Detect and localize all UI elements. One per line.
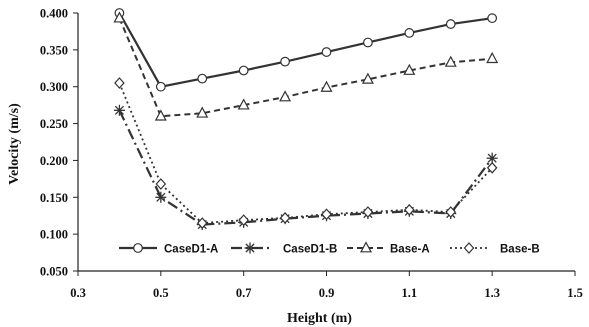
legend-entry-cased1-b: CaseD1-B <box>231 242 337 256</box>
data-point-base-a <box>444 55 457 67</box>
legend-marker <box>463 242 475 254</box>
x-tick-label: 0.3 <box>70 286 86 300</box>
y-tick-label: 0.050 <box>40 265 68 279</box>
data-point-base-a <box>279 90 292 102</box>
plot-area <box>113 8 499 231</box>
legend-entry-base-a: Base-A <box>347 241 430 256</box>
data-point-base-b <box>445 206 457 218</box>
data-point-cased1-a <box>197 73 208 84</box>
data-point-cased1-a <box>404 28 415 38</box>
series-line-base-a <box>118 17 493 118</box>
y-tick-label: 0.150 <box>40 191 68 205</box>
series-line-cased1-b <box>118 109 494 226</box>
data-point-cased1-a <box>445 19 456 29</box>
data-point-base-a <box>154 109 167 121</box>
legend: CaseD1-A CaseD1-B Base-A Base-B <box>119 241 540 256</box>
data-point-cased1-a <box>321 47 332 57</box>
data-point-cased1-a <box>280 56 290 67</box>
x-tick-label: 1.3 <box>484 286 500 300</box>
data-point-base-a <box>237 98 250 110</box>
data-point-base-a <box>403 63 416 75</box>
legend-label: Base-B <box>500 244 540 256</box>
data-point-cased1-a <box>363 37 373 48</box>
x-tick-label: 0.9 <box>319 286 335 300</box>
y-tick-label: 0.250 <box>40 117 68 131</box>
tick-labels: 0.3 0.5 0.7 0.9 1.1 1.3 1.5 0.050 0.100 0.150 0.20… <box>40 7 583 301</box>
data-point-base-b <box>114 77 125 89</box>
data-point-cased1-a <box>487 13 498 24</box>
data-point-base-b <box>238 214 249 227</box>
y-tick-label: 0.100 <box>40 228 68 242</box>
legend-label: CaseD1-A <box>164 244 218 256</box>
data-point-base-a <box>361 72 374 84</box>
series-line-cased1-a <box>118 12 493 88</box>
y-tick-label: 0.300 <box>40 80 68 94</box>
legend-marker <box>359 241 373 253</box>
x-axis-label: Height (m) <box>287 311 352 326</box>
data-point-base-b <box>196 217 208 229</box>
y-tick-label: 0.200 <box>40 154 68 168</box>
data-point-cased1-b <box>486 152 498 164</box>
legend-entry-cased1-a: CaseD1-A <box>119 243 218 256</box>
series-line-base-b <box>118 82 493 225</box>
data-point-base-a <box>486 51 499 64</box>
data-point-cased1-b <box>155 191 167 203</box>
x-tick-label: 1.5 <box>567 286 583 300</box>
legend-marker <box>133 243 143 253</box>
data-point-base-b <box>486 161 498 174</box>
legend-label: Base-A <box>390 244 430 256</box>
data-point-base-b <box>279 212 291 224</box>
y-axis-label: Velocity (m/s) <box>7 103 22 185</box>
data-point-cased1-a <box>238 65 249 76</box>
y-tick-label: 0.350 <box>40 43 68 57</box>
data-point-base-b <box>321 208 332 221</box>
x-tick-label: 0.7 <box>236 286 252 300</box>
data-point-cased1-b <box>113 104 125 116</box>
legend-label: CaseD1-B <box>283 244 337 256</box>
data-point-base-b <box>362 206 374 218</box>
data-point-base-a <box>113 11 126 23</box>
data-point-base-a <box>196 106 209 118</box>
data-point-base-b <box>404 203 415 216</box>
legend-marker <box>244 242 256 254</box>
data-point-base-b <box>155 178 167 190</box>
x-tick-label: 1.1 <box>402 286 418 300</box>
data-point-base-a <box>320 80 333 92</box>
data-point-cased1-a <box>155 81 166 92</box>
x-tick-label: 0.5 <box>153 286 169 300</box>
y-tick-label: 0.400 <box>40 7 68 21</box>
legend-entry-base-b: Base-B <box>450 242 540 256</box>
